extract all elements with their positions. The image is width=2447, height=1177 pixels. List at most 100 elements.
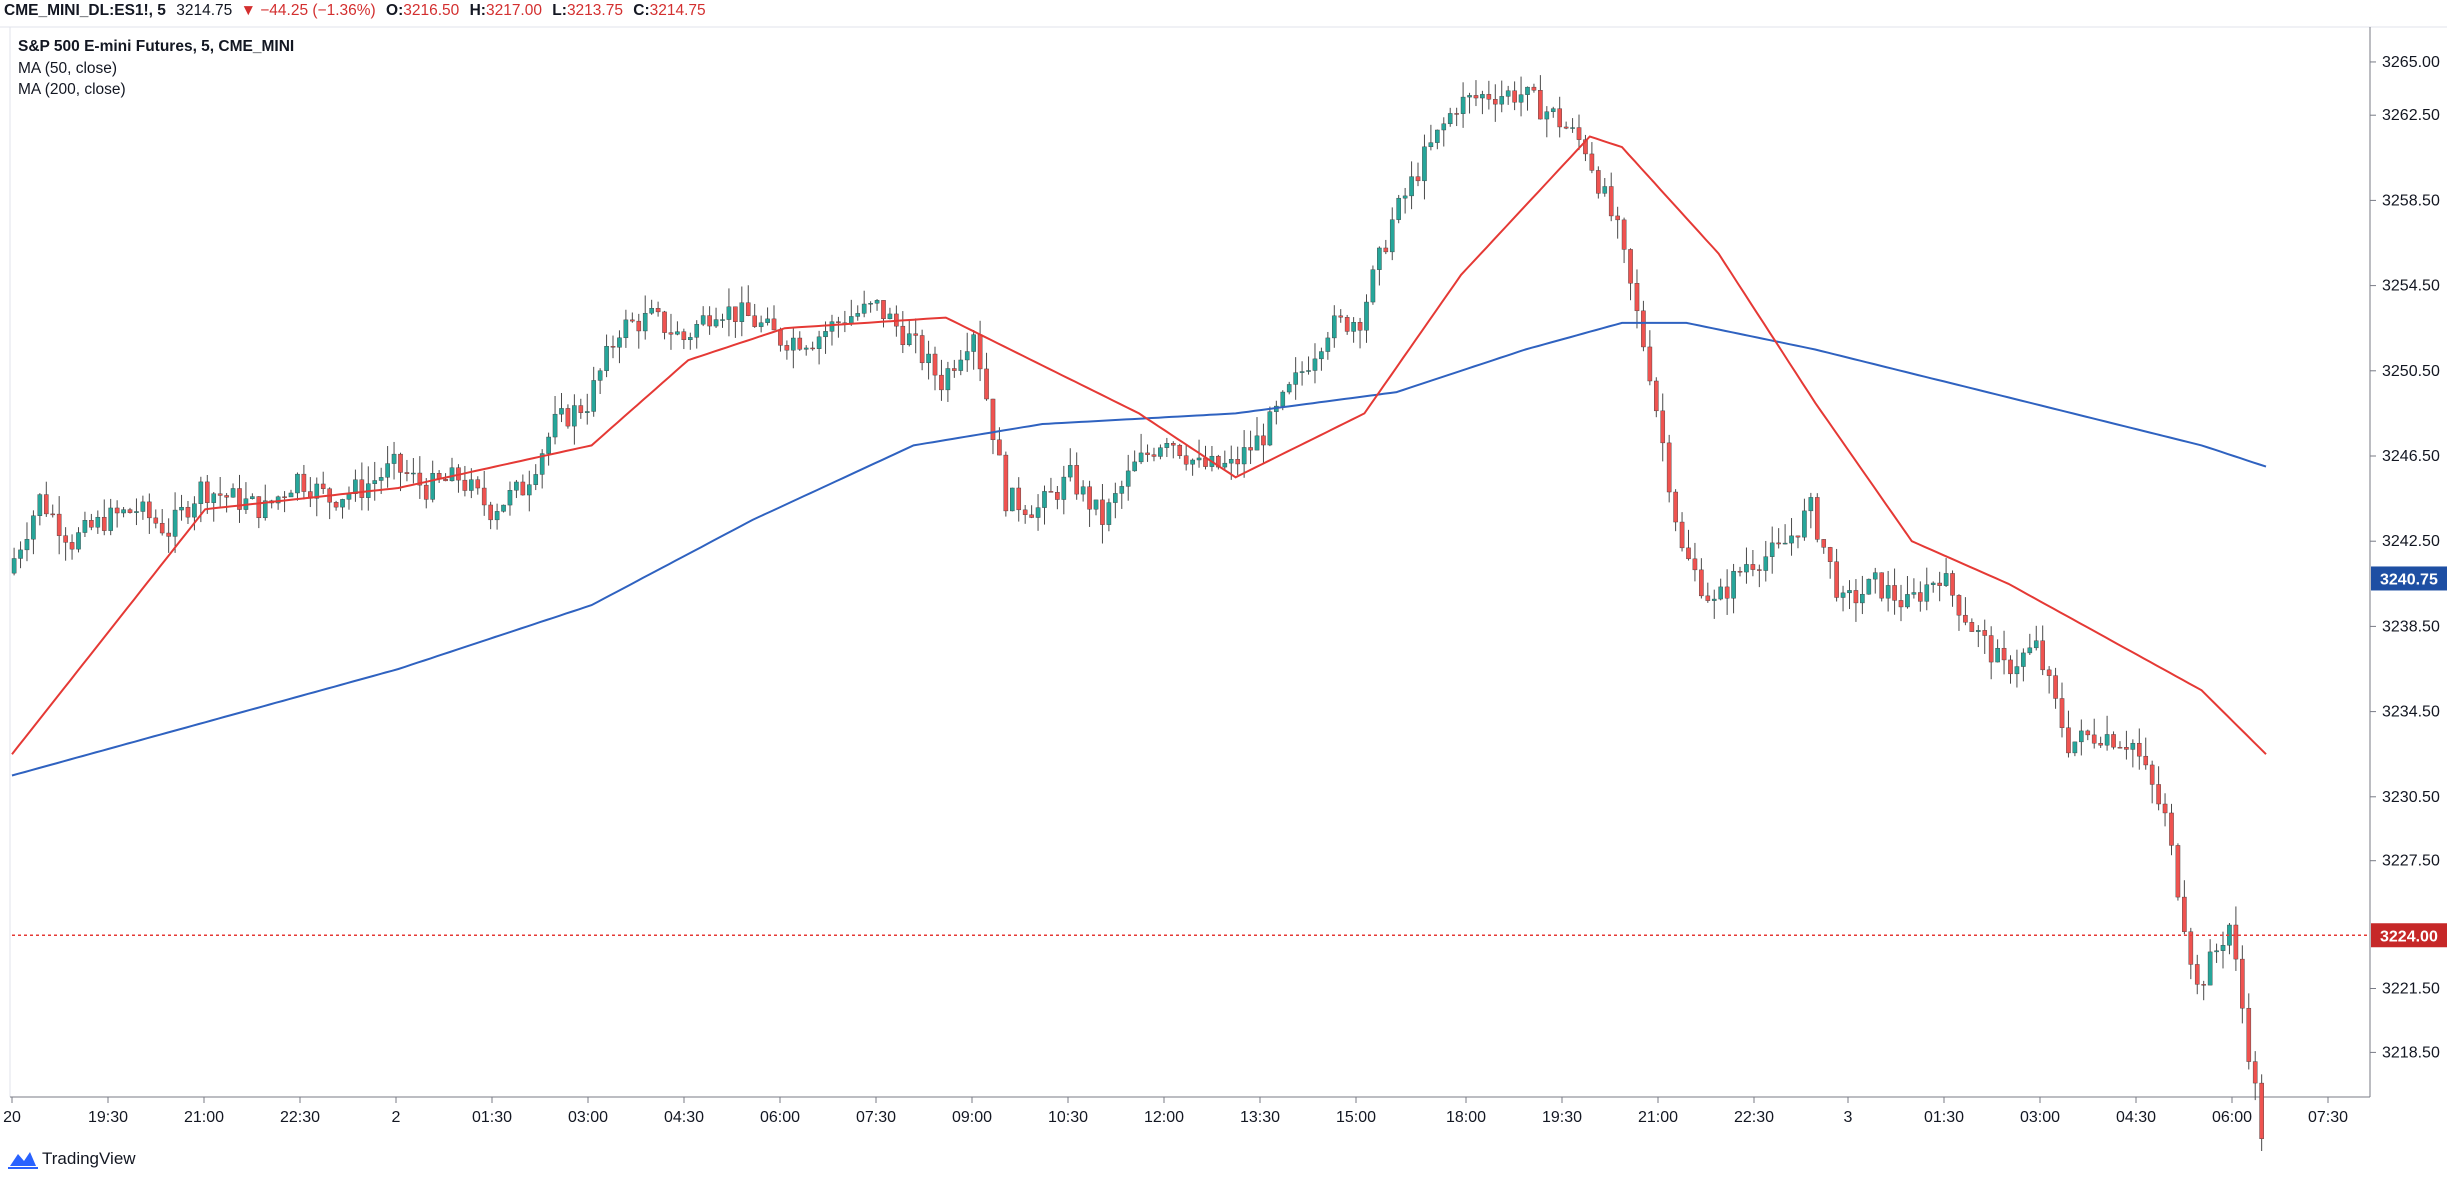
candle-body xyxy=(2130,742,2136,750)
candle-body xyxy=(1351,322,1356,332)
x-tick-label: 10:30 xyxy=(1048,1109,1088,1126)
candle-body xyxy=(69,542,75,550)
candle-body xyxy=(1447,113,1453,125)
candle-body xyxy=(2053,675,2058,699)
candle-body xyxy=(610,346,616,348)
price-axis[interactable]: 3265.00 3262.50 3258.50 3254.50 3250.50 3246.… xyxy=(2370,54,2440,1061)
legend-ma50[interactable]: MA (50, close) xyxy=(18,60,118,77)
candle-body xyxy=(1228,459,1234,464)
candle-body xyxy=(166,532,171,537)
candle-body xyxy=(1840,592,1846,598)
candle-body xyxy=(1151,454,1157,457)
candle-body xyxy=(147,501,152,519)
candle-body xyxy=(1724,586,1730,599)
candle-body xyxy=(2156,784,2161,805)
candle-body xyxy=(997,439,1002,456)
x-tick-label: 01:30 xyxy=(472,1109,512,1126)
candle-body xyxy=(1872,572,1878,580)
candle-body xyxy=(501,504,506,512)
candle-body xyxy=(230,488,236,498)
candle-body xyxy=(1422,146,1427,182)
candle-body xyxy=(1473,95,1479,99)
candle-body xyxy=(1827,547,1833,562)
candle-body xyxy=(675,331,680,335)
candle-body xyxy=(1499,96,1505,105)
x-tick-label: 15:00 xyxy=(1336,1109,1376,1126)
time-axis[interactable]: 20 19:30 21:00 22:30 2 01:30 03:00 04:30 06:00 07… xyxy=(3,1097,2348,1126)
candle-body xyxy=(301,473,307,492)
candle-body xyxy=(952,368,957,371)
candle-body xyxy=(584,411,590,413)
candle-body xyxy=(1905,594,1910,608)
candle-body xyxy=(494,511,500,521)
candle-body xyxy=(76,532,81,550)
candle-body xyxy=(1164,443,1170,448)
candle-body xyxy=(469,479,474,491)
ma200-line xyxy=(11,321,2267,777)
y-tick-label: 3258.50 xyxy=(2382,192,2440,209)
candle-body xyxy=(945,368,951,391)
candle-body xyxy=(939,374,944,391)
tradingview-logo[interactable]: TradingView xyxy=(8,1148,136,1170)
candle-body xyxy=(295,473,300,494)
candle-body xyxy=(411,472,416,475)
candle-body xyxy=(159,523,165,534)
candle-body xyxy=(1087,486,1092,510)
candle-body xyxy=(1467,95,1472,98)
x-tick-label: 21:00 xyxy=(1638,1109,1678,1126)
candle-body xyxy=(1808,497,1814,512)
x-tick-label: 04:30 xyxy=(664,1109,704,1126)
candle-body xyxy=(2111,734,2116,748)
candle-body xyxy=(1177,444,1183,456)
candle-body xyxy=(1010,487,1015,512)
chart-title[interactable]: S&P 500 E-mini Futures, 5, CME_MINI xyxy=(18,38,295,55)
candle-body xyxy=(1583,139,1588,155)
candle-body xyxy=(1847,590,1852,594)
ma50-line xyxy=(11,135,2267,755)
y-tick-label: 3238.50 xyxy=(2382,618,2440,635)
candle-body xyxy=(1866,578,1872,595)
candle-body xyxy=(1589,153,1595,171)
candle-body xyxy=(2220,945,2226,951)
candle-body xyxy=(1138,452,1144,463)
candle-body xyxy=(140,501,146,512)
candle-body xyxy=(527,484,532,496)
candle-body xyxy=(1557,108,1562,128)
candle-body xyxy=(1853,590,1859,604)
brand-name: TradingView xyxy=(42,1149,136,1168)
candle-body xyxy=(546,436,551,454)
candle-body xyxy=(1834,561,1839,598)
candle-body xyxy=(1132,461,1137,472)
x-tick-label: 03:00 xyxy=(568,1109,608,1126)
candle-body xyxy=(2040,640,2045,671)
candle-body xyxy=(1067,465,1073,478)
candle-body xyxy=(398,453,403,473)
candle-body xyxy=(443,478,448,482)
candle-body xyxy=(1415,176,1421,182)
candle-body xyxy=(617,337,622,348)
candle-body xyxy=(2201,984,2206,986)
candle-body xyxy=(63,535,68,543)
candle-body xyxy=(2182,896,2187,932)
candle-body xyxy=(836,321,841,323)
candle-body xyxy=(1003,454,1009,512)
symbol-name[interactable]: CME_MINI_DL:ES1!, 5 xyxy=(4,2,166,19)
candle-body xyxy=(1911,592,1917,595)
candle-body xyxy=(2259,1082,2264,1139)
candle-body xyxy=(378,477,384,481)
candle-body xyxy=(224,495,229,498)
candle-body xyxy=(713,319,719,327)
candle-body xyxy=(333,501,339,508)
candle-body xyxy=(1158,447,1163,457)
candle-body xyxy=(1338,315,1344,318)
candle-body xyxy=(1621,219,1627,250)
candle-body xyxy=(2149,764,2155,785)
candle-body xyxy=(1074,465,1079,495)
candle-body xyxy=(2207,951,2213,986)
candle-body xyxy=(1377,247,1382,270)
candle-body xyxy=(282,496,287,498)
legend-ma200[interactable]: MA (200, close) xyxy=(18,81,126,98)
candle-body xyxy=(688,337,693,341)
candle-body xyxy=(462,479,468,491)
